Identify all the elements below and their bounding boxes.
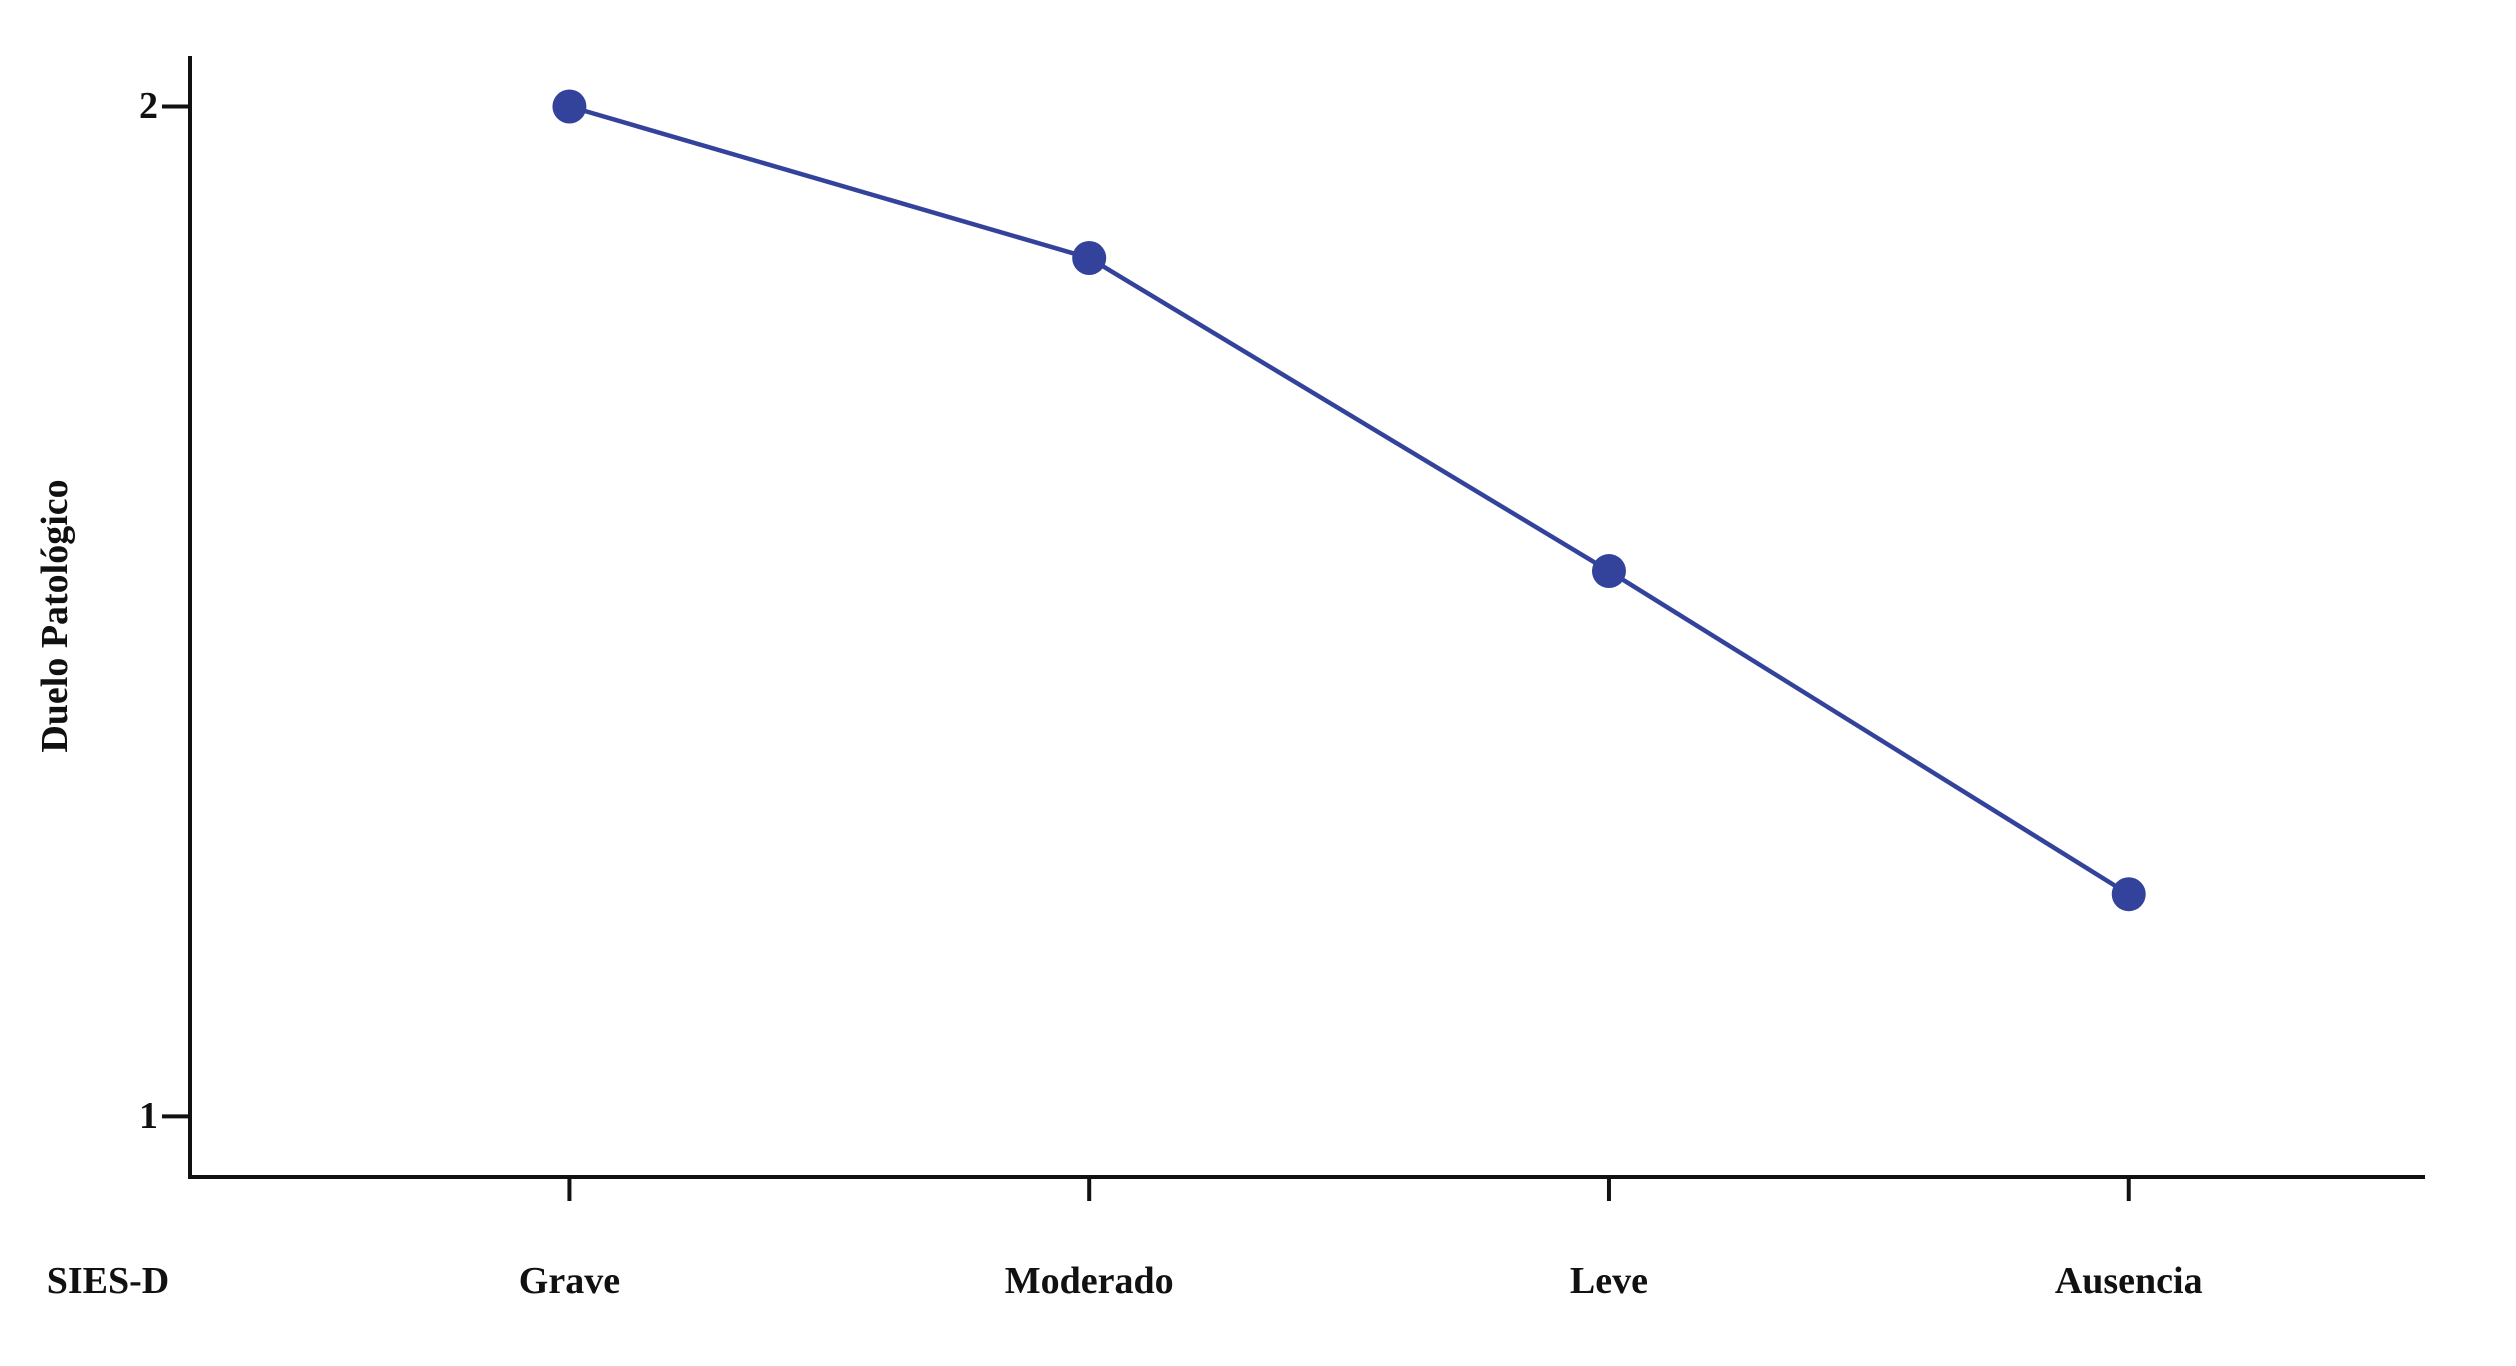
- y-axis-title: Duelo Patológico: [34, 479, 76, 753]
- x-axis-title: SIES-D: [46, 1260, 170, 1302]
- data-line: [567, 104, 2131, 897]
- x-tick-label-leve: Leve: [1569, 1260, 1648, 1302]
- data-point-marker: [1591, 554, 1626, 589]
- data-point-marker: [1072, 240, 1107, 275]
- data-point-marker: [552, 89, 587, 124]
- data-point-marker: [2111, 877, 2146, 912]
- y-tick-label-2: 2: [139, 85, 158, 128]
- x-tick-label-ausencia: Ausencia: [2054, 1260, 2203, 1302]
- y-tick-label-1: 1: [139, 1095, 158, 1138]
- x-tick-label-moderado: Moderado: [1004, 1260, 1174, 1302]
- x-tick-label-grave: Grave: [518, 1260, 621, 1302]
